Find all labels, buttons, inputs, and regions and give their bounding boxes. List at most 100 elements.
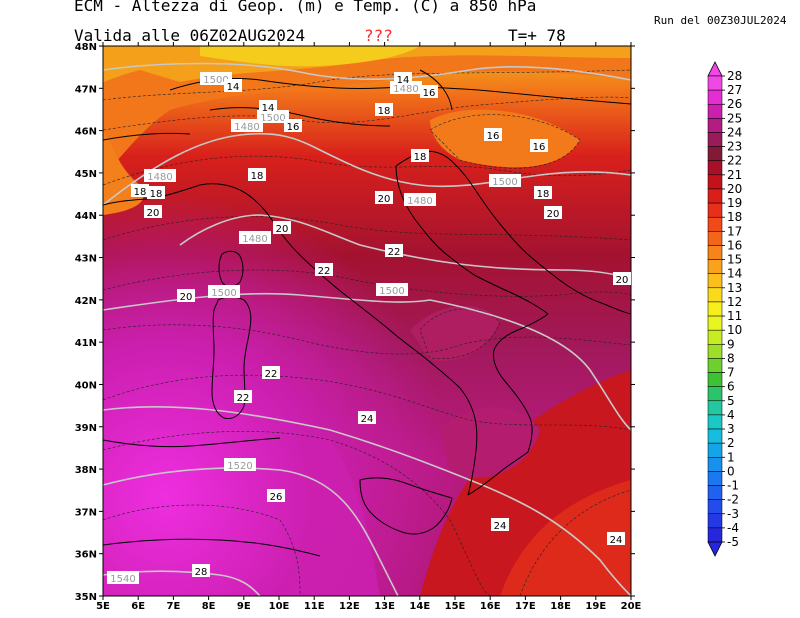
colorbar-swatch [707,259,723,274]
run-label: Run del 00Z30JUL2024 [654,14,787,27]
temperature-label-bg [315,263,333,276]
colorbar-label: 25 [727,111,742,125]
temperature-label: 16 [487,131,500,142]
temperature-label-bg [411,149,429,162]
temperature-label-bg [267,489,285,502]
temperature-field [103,46,631,596]
colorbar-label: 15 [727,253,742,267]
colorbar-label: 11 [727,309,742,323]
colorbar-swatch [707,400,723,416]
geopotential-label: 1480 [234,122,259,133]
temperature-label-bg [144,205,162,218]
colorbar-swatch [707,146,723,161]
lat-label: 43N [75,254,97,265]
temperature-label: 18 [414,152,427,163]
colorbar-top-arrow [707,61,723,77]
temperature-label: 26 [270,492,283,503]
colorbar-label: 28 [727,69,742,83]
temperature-label-bg [613,272,631,285]
geopotential-label-bg [208,285,240,298]
geopotential-label: 1480 [242,234,267,245]
colorbar-swatch [707,89,723,105]
geopotential-label: 1540 [110,574,135,585]
lat-label: 46N [75,127,97,138]
lon-label: 16E [480,601,501,612]
valid-time: Valida alle 06Z02AUG2024 [74,26,306,45]
temperature-label: 16 [287,122,300,133]
colorbar-swatch [707,103,723,119]
temperature-label: 20 [547,209,560,220]
lat-label: 44N [75,211,97,222]
colorbar-swatch [707,174,723,190]
colorbar-swatch [707,301,723,317]
geopotential-label-bg [107,571,139,584]
temperature-label: 18 [150,189,163,200]
colorbar-label: 24 [727,125,742,139]
colorbar-swatch [707,132,723,147]
temperature-label-bg [394,72,412,85]
colorbar-bottom-arrow [707,541,723,557]
colorbar-label: 5 [727,394,735,408]
colorbar-label: 13 [727,281,742,295]
latitude-labels: 48N 47N 46N 45N 44N 43N 42N 41N 40N 39N 38N 37N 36N 3… [75,42,97,603]
lon-label: 15E [445,601,466,612]
temperature-label-bg [375,191,393,204]
temperature-label-bg [177,289,195,302]
lon-label: 11E [304,601,325,612]
colorbar-label: -2 [727,493,739,507]
temperature-label-bg [530,139,548,152]
temperature-label: 18 [378,106,391,117]
lat-label: 39N [75,423,97,434]
geopotential-label-bg [239,231,271,244]
temperature-label: 20 [616,275,629,286]
colorbar-label: 23 [727,140,742,154]
geopotential-label: 1500 [211,288,236,299]
temperature-label: 24 [610,535,623,546]
colorbar-label: 20 [727,182,742,196]
colorbar-label: 0 [727,464,735,478]
lon-label: 9E [237,601,251,612]
temperature-label-bg [273,221,291,234]
colorbar-swatch [707,386,723,402]
colorbar-label: 18 [727,210,742,224]
temperature-label-bg [544,206,562,219]
lat-label: 48N [75,42,97,53]
colorbar-swatch [707,358,723,373]
colorbar-swatch [707,471,723,486]
lon-label: 20E [621,601,642,612]
colorbar-label: 14 [727,267,742,281]
geopotential-contours [103,62,631,596]
colorbar-swatch [707,118,723,133]
temperature-label: 14 [262,103,275,114]
geopotential-label-bg [376,283,408,296]
geopotential-label: 1500 [260,113,285,124]
lat-label: 42N [75,296,97,307]
temperature-label: 24 [494,521,507,532]
geopotential-label: 1520 [227,461,252,472]
colorbar-swatch [707,414,723,430]
colorbar-label: 1 [727,450,735,464]
colorbar-label: 9 [727,337,735,351]
temperature-label-bg [259,100,277,113]
temperature-label-bg [534,186,552,199]
geopotential-label-bg [231,119,263,132]
lon-label: 13E [374,601,395,612]
temperature-label: 20 [276,224,289,235]
lon-label: 6E [131,601,145,612]
colorbar-label: 16 [727,238,742,252]
colorbar-label: 22 [727,154,742,168]
geopotential-label: 1500 [492,177,517,188]
colorbar-swatch [707,527,723,543]
temperature-label-bg [491,518,509,531]
temperature-label: 14 [227,82,240,93]
colorbar-swatch [707,329,723,345]
temperature-label: 16 [533,142,546,153]
lon-label: 8E [202,601,216,612]
colorbar-label: 26 [727,97,742,111]
lon-label: 19E [585,601,606,612]
map-frame [102,45,632,597]
geopotential-label-bg [404,193,436,206]
colorbar-label: 17 [727,224,742,238]
lat-label: 40N [75,380,97,391]
